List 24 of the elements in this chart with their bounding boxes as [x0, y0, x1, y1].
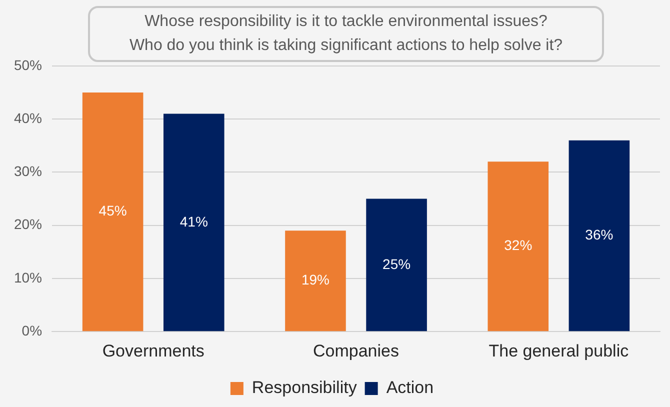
data-label: 19% [301, 272, 330, 288]
legend-label: Action [386, 378, 434, 398]
y-tick-label: 40% [14, 110, 42, 126]
bar [488, 162, 549, 332]
chart-title: Whose responsibility is it to tackle environmental issues? Who do you think is taking significant actions to help solve it? [88, 6, 604, 62]
data-label: 45% [98, 202, 127, 219]
data-label: 41% [180, 213, 208, 230]
data-label: 25% [382, 256, 411, 272]
y-tick-label: 20% [14, 216, 42, 232]
legend-label: Responsibility [252, 378, 358, 398]
y-tick-label: 10% [14, 269, 42, 286]
y-tick-label: 0% [22, 322, 42, 338]
y-tick-label: 30% [14, 163, 42, 180]
bar [82, 92, 144, 332]
data-label: 36% [585, 226, 614, 243]
x-tick-label: Governments [102, 341, 204, 360]
data-label: 32% [504, 237, 532, 254]
bar [285, 230, 346, 332]
bar [366, 198, 427, 332]
x-tick-label: The general public [488, 341, 630, 360]
y-tick-label: 50% [14, 56, 42, 73]
x-tick-label: Companies [313, 341, 400, 360]
bar [568, 140, 630, 332]
bar [163, 114, 224, 332]
